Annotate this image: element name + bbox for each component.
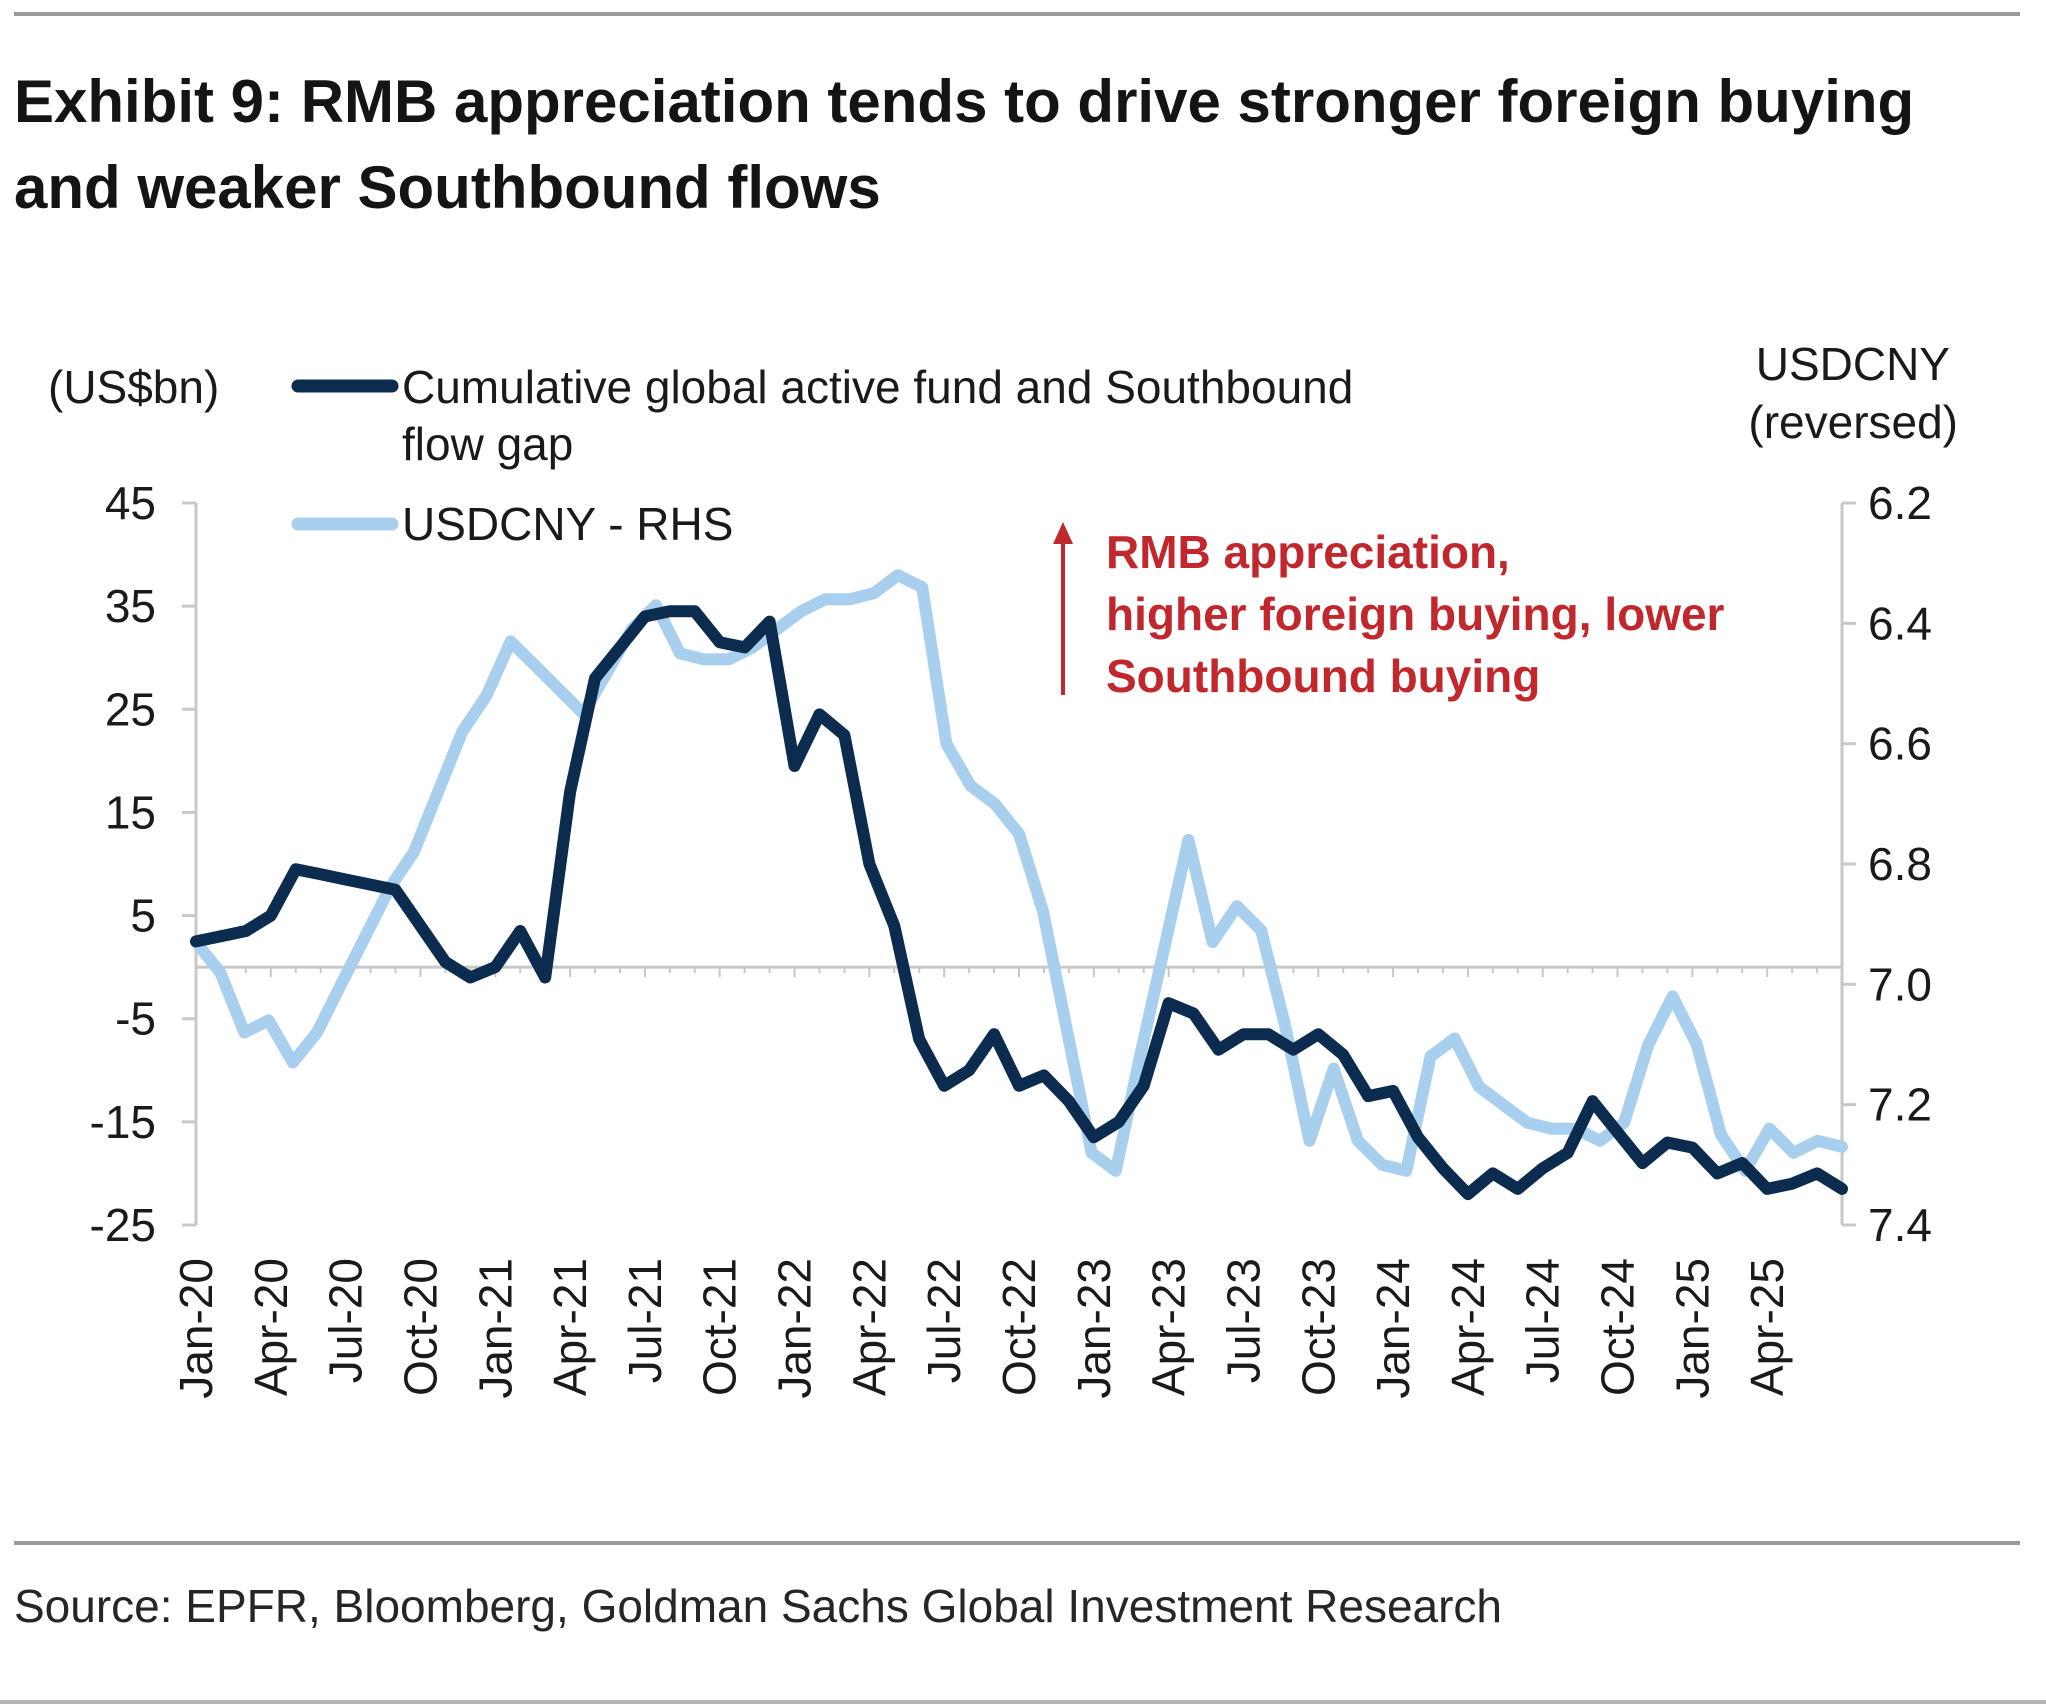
x-axis-tick-label: Jan-23 [1068,1258,1120,1399]
left-axis-title: (US$bn) [48,361,219,413]
x-axis-tick-label: Oct-23 [1292,1258,1344,1396]
right-axis-tick-label: 6.2 [1868,477,1932,529]
left-axis-tick-label: 45 [105,477,156,529]
x-axis-tick-label: Apr-23 [1143,1258,1195,1396]
left-axis-tick-label: 5 [130,890,156,942]
x-axis-tick-label: Apr-24 [1442,1258,1494,1396]
left-axis-tick-label: 25 [105,683,156,735]
x-axis-tick-label: Apr-20 [245,1258,297,1396]
x-axis-tick-label: Oct-22 [993,1258,1045,1396]
right-axis: 6.2 6.4 6.6 6.8 7.0 7.2 7.4 [1840,477,1932,1251]
left-axis-tick-label: 15 [105,786,156,838]
right-axis-tick-label: 7.2 [1868,1079,1932,1131]
right-axis-title-line2: (reversed) [1748,396,1958,448]
left-axis-tick-label: -5 [115,993,156,1045]
x-axis-tick-label: Apr-25 [1741,1258,1793,1396]
right-axis-tick-label: 7.0 [1868,958,1932,1010]
left-axis: 45 35 25 15 5 -5 -15 -25 [90,477,198,1251]
legend-label-flow-gap-line1: Cumulative global active fund and Southb… [402,361,1353,413]
right-axis-tick-label: 6.4 [1868,597,1932,649]
x-axis-tick-label: Oct-20 [394,1258,446,1396]
x-axis-tick-label: Oct-24 [1592,1258,1644,1396]
series-line-flow-gap [190,605,1848,1201]
right-axis-tick-label: 6.8 [1868,838,1932,890]
x-axis-tick-label: Jul-21 [619,1258,671,1383]
right-axis-tick-label: 7.4 [1868,1199,1932,1251]
x-axis-tick-label: Jul-23 [1217,1258,1269,1383]
legend-label-usdcny: USDCNY - RHS [402,498,733,550]
right-axis-tick-label: 6.6 [1868,718,1932,770]
left-axis-tick-label: -15 [90,1096,156,1148]
left-axis-tick-label: 35 [105,580,156,632]
chart-title-line2: and weaker Southbound flows [14,154,881,221]
annotation-line1: RMB appreciation, [1106,526,1510,578]
x-axis-tick-label: Jan-25 [1666,1258,1718,1399]
annotation-line2: higher foreign buying, lower [1106,588,1725,640]
x-axis-tick-label: Jul-24 [1517,1258,1569,1383]
x-axis-tick-label: Apr-21 [544,1258,596,1396]
chart-title-line1: Exhibit 9: RMB appreciation tends to dri… [14,68,1914,135]
legend-label-flow-gap-line2: flow gap [402,418,573,470]
x-axis: Jan-20 Apr-20 Jul-20 Oct-20 Jan-21 Apr-21 Jul-… [170,965,1843,1399]
x-axis-tick-label: Jan-21 [469,1258,521,1399]
x-axis-tick-label: Oct-21 [694,1258,746,1396]
annotation: RMB appreciation, higher foreign buying,… [1053,522,1725,702]
x-axis-tick-label: Jan-20 [170,1258,222,1399]
left-axis-tick-label: -25 [90,1199,156,1251]
x-axis-tick-label: Jul-20 [320,1258,372,1383]
x-axis-tick-label: Jan-22 [769,1258,821,1399]
x-axis-tick-label: Apr-22 [843,1258,895,1396]
series-points-flow-gap [195,611,1843,1195]
annotation-arrow-head [1053,522,1073,544]
x-axis-tick-label: Jan-24 [1367,1258,1419,1399]
x-axis-tick-label: Jul-22 [918,1258,970,1383]
right-axis-title-line1: USDCNY [1756,338,1950,390]
legend: Cumulative global active fund and Southb… [291,361,1353,550]
series-points-usdcny [195,575,1843,1171]
annotation-line3: Southbound buying [1106,650,1540,702]
source-note: Source: EPFR, Bloomberg, Goldman Sachs G… [14,1580,1502,1632]
